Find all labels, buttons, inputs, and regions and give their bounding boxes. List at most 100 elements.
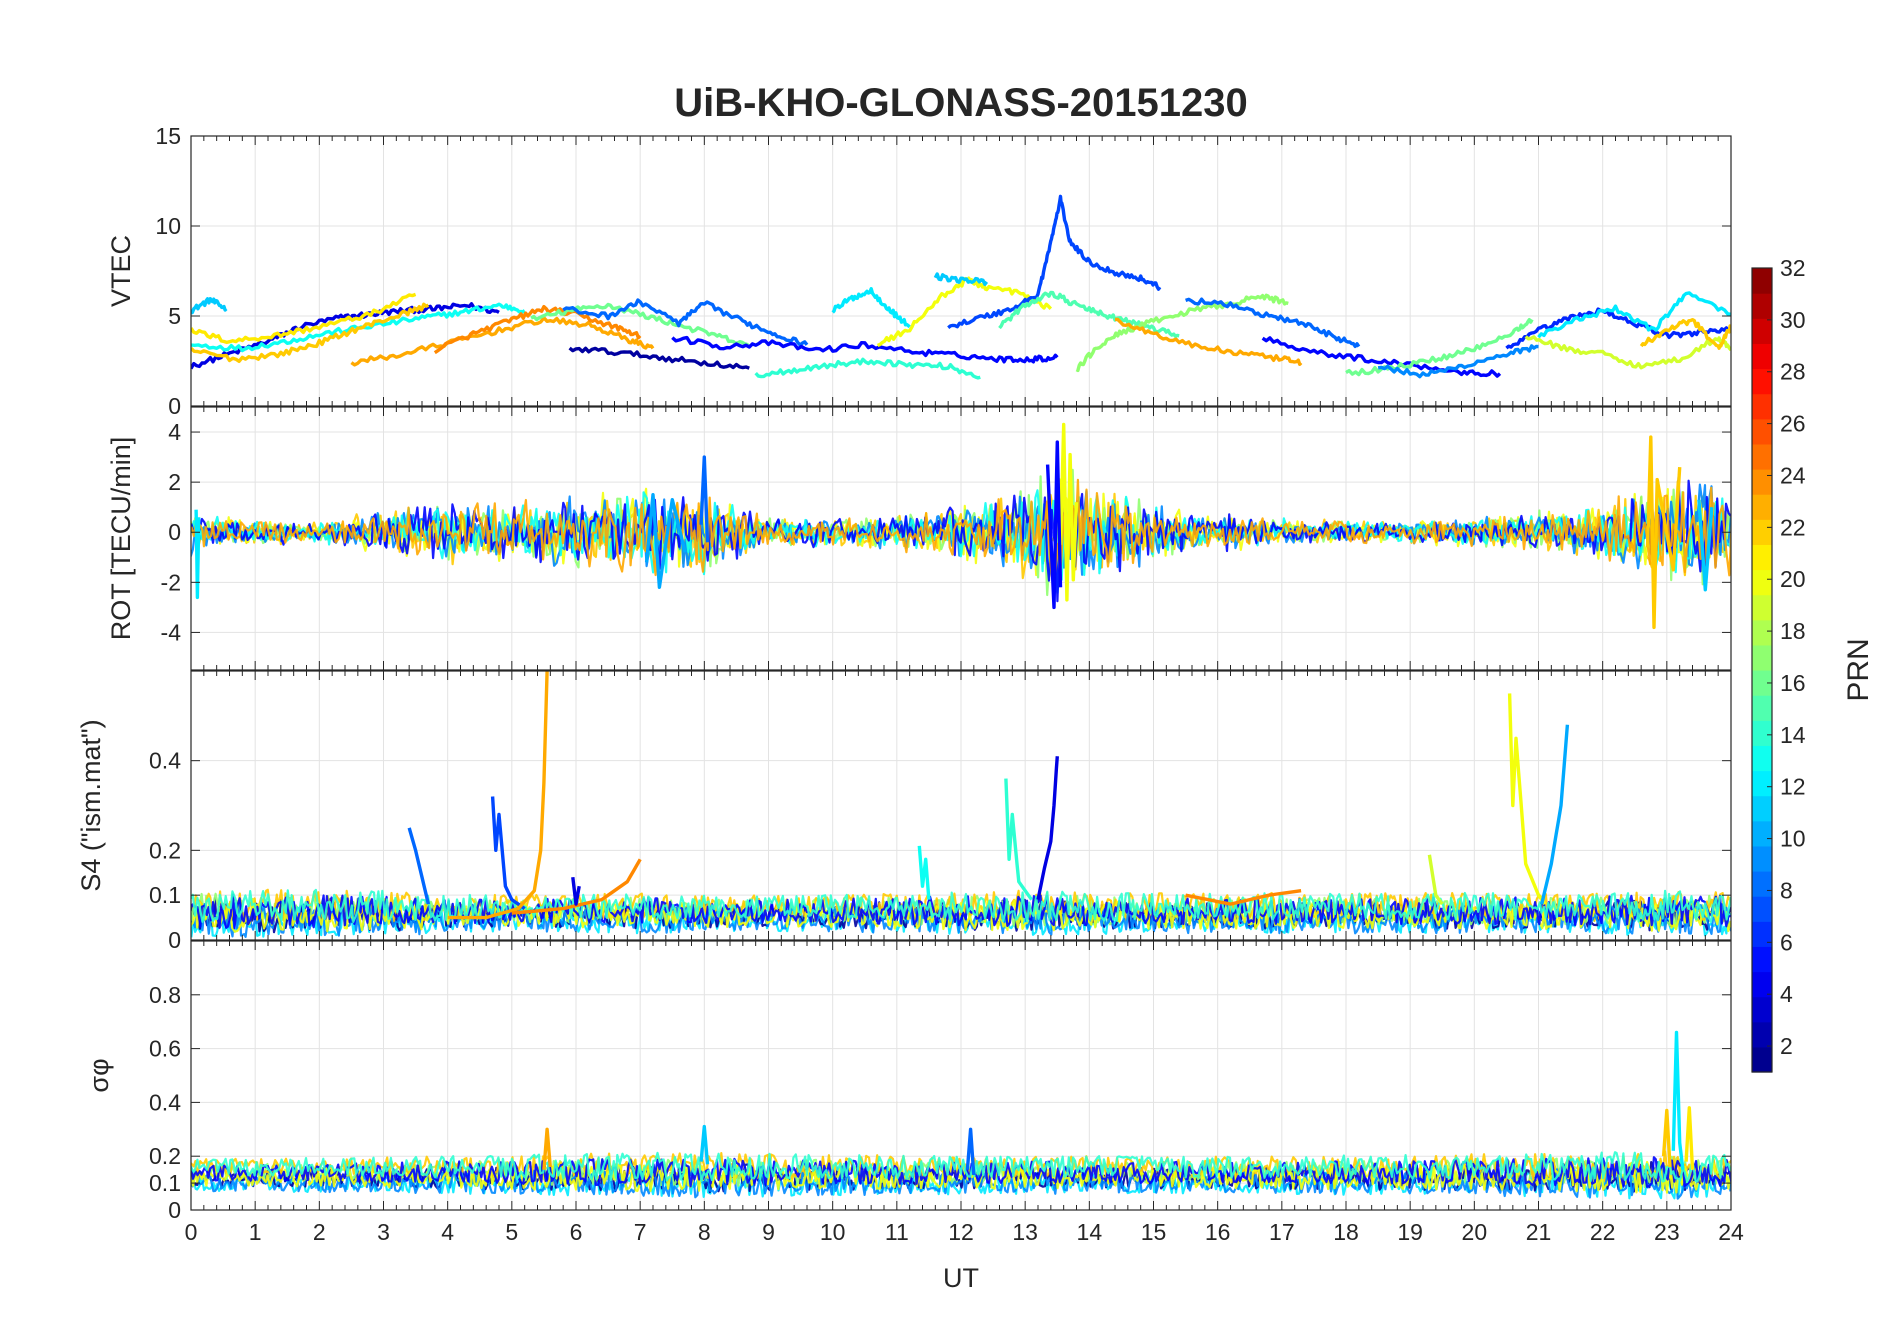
series-line-prn-14 [1004,778,1033,901]
series-line-prn-4 [571,877,581,906]
series-line-prn-23 [542,1127,552,1170]
series-line-prn-20 [1507,693,1547,906]
y-tick-label: 4 [168,419,181,445]
x-tick-label: 15 [1141,1219,1167,1245]
colorbar-segment [1752,795,1772,822]
series-line-prn-14 [754,357,981,380]
series-line-prn-13 [191,302,526,353]
series-line-prn-4 [1036,756,1059,900]
colorbar-tick-label: 12 [1780,774,1806,800]
colorbar-segment [1752,544,1772,571]
colorbar-segment [1752,393,1772,420]
series-line-prn-8 [562,298,809,347]
series-line-prn-8 [407,827,431,905]
x-tick-label: 11 [885,1219,909,1245]
x-tick-label: 13 [1012,1219,1038,1245]
colorbar-tick-label: 30 [1780,307,1806,333]
y-axis-label: VTEC [106,235,136,307]
colorbar-segment [1752,770,1772,797]
series-line-prn-11 [699,1124,710,1165]
series-line-prn-24 [511,858,642,915]
panel-3: 0 0.1 0.2 0.4 S4 ("ism.mat") [76,670,1732,953]
colorbar-tick-label: 28 [1780,359,1806,385]
series-line-prn-5 [671,335,1059,364]
x-tick-label: 9 [762,1219,775,1245]
colorbar-tick-label: 22 [1780,514,1806,540]
y-tick-label: 0.2 [149,1143,181,1169]
series-line-prn-24 [1185,889,1302,906]
series-line-prn-24 [433,304,642,355]
colorbar-tick-label: 2 [1780,1033,1793,1059]
y-tick-label: 0.4 [149,748,181,774]
series-line-prn-22 [1645,435,1682,630]
colorbar-tick-label: 14 [1780,722,1806,748]
x-tick-label: 6 [570,1219,583,1245]
series-line-prn-19 [1524,335,1731,370]
colorbar-segment [1752,594,1772,621]
colorbar-segment [1752,695,1772,721]
colorbar-segment [1752,1046,1772,1073]
colorbar-tick-label: 24 [1780,462,1806,488]
series-line-prn-12 [1671,1030,1685,1170]
x-axis-label: UT [943,1263,979,1293]
colorbar-tick-label: 10 [1780,826,1806,852]
y-tick-label: 0.6 [149,1036,181,1062]
x-tick-label: 7 [634,1219,647,1245]
y-tick-label: 0.4 [149,1089,181,1115]
y-tick-label: 15 [155,123,181,149]
series-line-prn-5 [1261,336,1502,378]
y-tick-label: -4 [161,619,182,645]
series-line-prn-15 [998,290,1180,339]
series-line-prn-19 [1427,854,1444,906]
x-tick-label: 0 [185,1219,198,1245]
colorbar-segment [1752,670,1772,696]
series-line-prn-22 [1661,1108,1672,1168]
series-line-prn-20 [1058,422,1079,602]
colorbar-segment [1752,318,1772,344]
colorbar-segment [1752,745,1772,772]
colorbar-segment [1752,946,1772,973]
series-line-prn-21 [1684,1106,1695,1170]
panel-4: 00.10.2 0.4 0.6 0.8 σφ [84,940,1732,1223]
colorbar-segment [1752,845,1772,872]
y-tick-label: 0 [168,393,181,419]
chart-title: UiB-KHO-GLONASS-20151230 [674,81,1248,125]
series-group [407,671,1570,920]
x-tick-label: 8 [698,1219,711,1245]
x-tick-label: 18 [1333,1219,1359,1245]
y-tick-label: 10 [155,213,181,239]
x-tick-label: 4 [441,1219,454,1245]
series-line-prn-7 [947,194,1162,330]
colorbar-segment [1752,469,1772,495]
y-axis-label: ROT [TECU/min] [106,437,136,641]
x-tick-label: 12 [948,1219,974,1245]
colorbar-segment [1752,569,1772,596]
colorbar-tick-label: 16 [1780,670,1806,696]
x-tick-label: 14 [1077,1219,1103,1245]
colorbar-segment [1752,921,1772,947]
noise-band [191,468,1731,603]
colorbar-tick-label: 26 [1780,411,1806,437]
y-tick-label: 0 [168,1197,181,1223]
series-line-prn-11 [933,272,989,286]
y-tick-label: 0 [168,519,181,545]
colorbar-label: PRN [1842,638,1875,701]
x-tick-label: 23 [1654,1219,1680,1245]
colorbar-segment [1752,971,1772,998]
x-tick-label: 3 [377,1219,390,1245]
colorbar-tick-label: 20 [1780,566,1806,592]
series-line-prn-8 [1185,297,1361,349]
panel-1: 0 5 10 15 VTEC [106,123,1732,419]
y-tick-label: 0.2 [149,837,181,863]
colorbar-segment [1752,896,1772,922]
y-tick-label: 5 [168,303,181,329]
y-tick-label: 0.1 [149,882,181,908]
x-tick-label: 22 [1590,1219,1616,1245]
x-tick-label: 10 [820,1219,846,1245]
x-tick-label: 2 [313,1219,326,1245]
series-line-prn-8 [965,1127,976,1176]
series-line-prn-12 [831,287,911,329]
colorbar-segment [1752,368,1772,395]
